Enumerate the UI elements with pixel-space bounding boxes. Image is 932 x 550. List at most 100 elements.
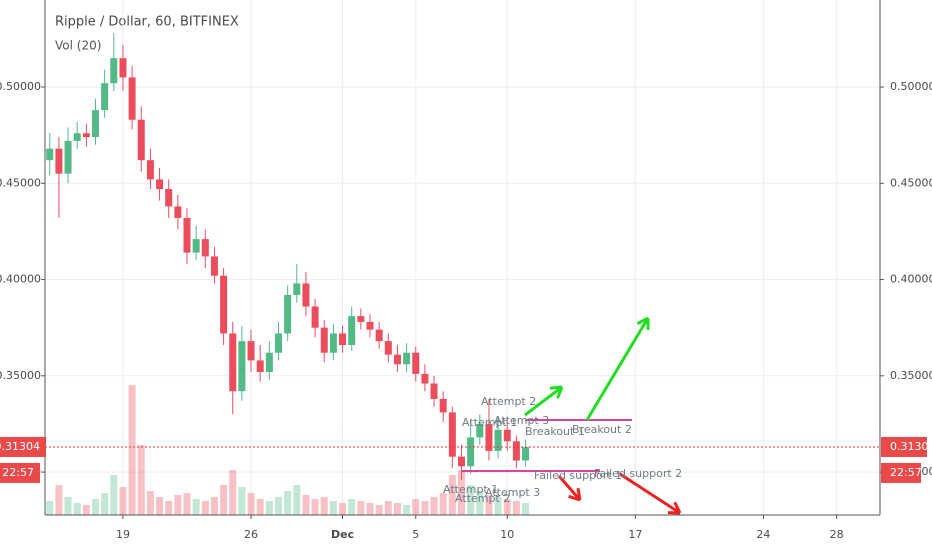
volume-bar [55, 485, 63, 515]
x-tick-label: 28 [830, 528, 844, 541]
x-tick-label: 19 [116, 528, 130, 541]
price-badge [881, 436, 927, 457]
candle-body [220, 275, 228, 334]
drawing-line [585, 317, 650, 421]
volume-bar [339, 503, 347, 515]
y-tick-label: 0.40000 [0, 273, 41, 286]
y-tick-label: 0.45000 [0, 176, 41, 189]
drawing-line [556, 386, 564, 399]
candle-body [339, 333, 347, 346]
volume-bar [485, 495, 493, 515]
x-tick-label: 10 [500, 528, 514, 541]
volume-bar [201, 501, 209, 515]
drawing-line [524, 385, 563, 417]
volume-bar [256, 499, 264, 515]
volume-bar [265, 501, 273, 515]
annotation: Attempt 1 [443, 483, 498, 496]
chart-title: Ripple / Dollar, 60, BITFINEX [55, 15, 239, 30]
candle-body [238, 341, 246, 392]
volume-bar [357, 501, 365, 515]
volume-bar [476, 491, 484, 515]
annotation: Attempt 1 [462, 416, 517, 429]
candle-body [274, 333, 282, 353]
volume-bar [247, 493, 255, 515]
candle-body [522, 447, 530, 461]
volume-bar [448, 475, 456, 515]
annotation: Attempt 3 [485, 486, 540, 499]
annotation: Failed support 2 [594, 467, 682, 480]
volume-bar [311, 499, 319, 515]
candle-body [201, 239, 209, 257]
candle-body [165, 189, 173, 207]
y-tick-label: 0.45000 [890, 176, 932, 189]
volume-bar [64, 497, 72, 515]
x-tick-label: 24 [756, 528, 770, 541]
volume-bar [92, 499, 100, 515]
countdown-label: 22:57 [890, 466, 922, 479]
candle-body [55, 148, 63, 174]
volume-bar [192, 499, 200, 515]
candle-body [110, 58, 118, 84]
candle-body [174, 206, 182, 218]
candle-body [467, 437, 475, 467]
candle-body [229, 333, 237, 392]
volume-bar [101, 493, 109, 515]
candle-body [457, 456, 465, 467]
volume-bar [128, 385, 136, 515]
volume-bar [393, 503, 401, 515]
volume-bar [494, 497, 502, 515]
candle-body [247, 341, 255, 361]
volume-bar [137, 445, 145, 515]
candle-body [393, 354, 401, 365]
volume-bar [320, 497, 328, 515]
drawing-line [673, 501, 682, 514]
x-tick-label: Dec [331, 528, 354, 541]
volume-bar [119, 487, 127, 515]
volume-bar [412, 499, 420, 515]
annotation: Breakout 2 [572, 423, 632, 436]
candle-body [137, 119, 145, 161]
volume-bar [110, 475, 118, 515]
y-tick-label: 0.35000 [0, 369, 41, 382]
candle-body [64, 140, 72, 174]
countdown-badge [0, 462, 40, 483]
annotation: Failed support 1 [534, 469, 622, 482]
candle-body [119, 58, 127, 78]
drawing-line [557, 475, 582, 501]
volume-bar [302, 495, 310, 515]
candle-body [311, 306, 319, 328]
price-label: 0.31304 [0, 440, 40, 453]
volume-bar [156, 497, 164, 515]
volume-bar [421, 501, 429, 515]
candle-body [366, 321, 374, 330]
volume-bar [430, 497, 438, 515]
annotation: Attempt 3 [494, 414, 549, 427]
volume-bar [439, 493, 447, 515]
candle-body [256, 360, 264, 372]
drawing-line [636, 316, 649, 325]
candle-body [82, 133, 90, 138]
price-label: 0.31304 [890, 440, 932, 453]
volume-bar [503, 499, 511, 515]
volume-bar [284, 491, 292, 515]
candle-body [73, 133, 81, 141]
volume-bar [457, 470, 465, 515]
candle-body [128, 77, 136, 120]
candle-body [92, 110, 100, 138]
candle-body [439, 398, 447, 413]
drawing-line [549, 385, 563, 390]
drawing-line [619, 472, 681, 515]
candle-body [448, 412, 456, 457]
candle-body [403, 352, 411, 365]
volume-bar [403, 505, 411, 515]
volume-bar [238, 487, 246, 515]
volume-bar [210, 497, 218, 515]
y-tick-label: 0.50000 [0, 80, 41, 93]
y-tick-label: 0.40000 [890, 273, 932, 286]
candle-body [284, 294, 292, 334]
y-tick-label: 0.50000 [890, 80, 932, 93]
countdown-badge [881, 462, 921, 483]
x-tick-label: 5 [412, 528, 419, 541]
